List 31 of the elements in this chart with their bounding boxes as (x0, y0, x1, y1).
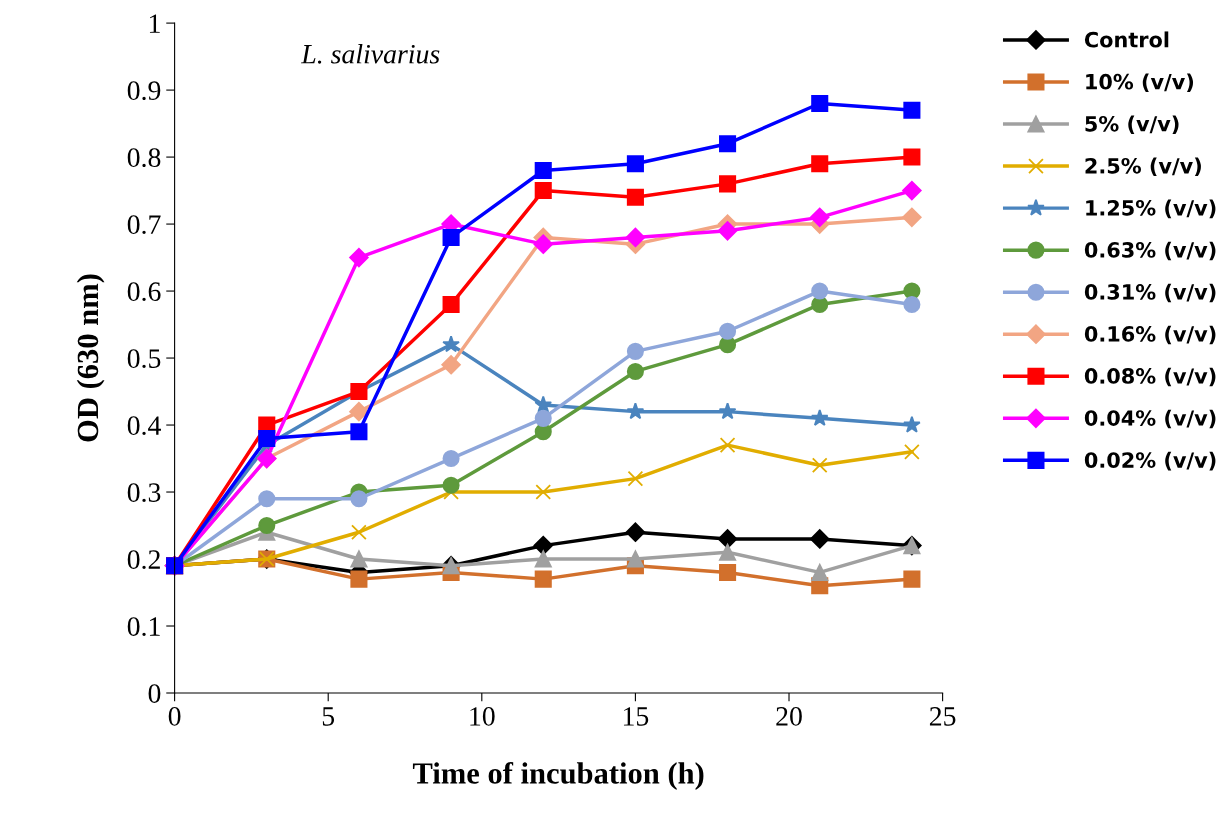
legend-label: 0.63% (v/v) (1084, 241, 1216, 261)
y-tick-label: 0 (148, 684, 161, 703)
legend-label: 0.02% (v/v) (1084, 451, 1216, 471)
x-tick-label: 10 (470, 707, 495, 726)
legend-label: 0.08% (v/v) (1084, 367, 1216, 387)
legend-label: 5% (v/v) (1085, 115, 1179, 135)
y-tick-label: 0.5 (127, 349, 161, 369)
legend-label: 0.16% (v/v) (1084, 325, 1216, 345)
y-tick-label: 0.7 (127, 215, 161, 235)
y-tick-label: 0.2 (127, 550, 160, 570)
legend-label: 2.5% (v/v) (1085, 157, 1201, 177)
x-tick-label: 0 (168, 707, 181, 726)
x-axis-title: Time of incubation (h) (412, 761, 704, 790)
y-tick-label: 0.1 (127, 617, 160, 637)
legend-label: 10% (v/v) (1086, 73, 1194, 93)
legend-label: 0.04% (v/v) (1084, 409, 1216, 429)
y-axis-title: OD (630 nm) (76, 274, 105, 442)
y-tick-label: 0.8 (127, 148, 161, 168)
y-tick-label: 0.9 (127, 81, 161, 101)
x-tick-label: 5 (322, 707, 335, 726)
y-tick-label: 0.3 (127, 483, 161, 503)
x-tick-label: 25 (929, 707, 956, 726)
legend-label: 0.31% (v/v) (1084, 283, 1216, 303)
x-tick-label: 20 (776, 707, 802, 726)
y-tick-label: 0.6 (127, 282, 161, 302)
annotation: L. salivarius (301, 44, 440, 64)
x-tick-label: 15 (623, 707, 649, 726)
y-tick-label: 0.4 (127, 416, 161, 436)
y-tick-label: 1 (149, 14, 160, 33)
legend-label: Control (1084, 31, 1169, 48)
legend-label: 1.25% (v/v) (1086, 199, 1216, 219)
